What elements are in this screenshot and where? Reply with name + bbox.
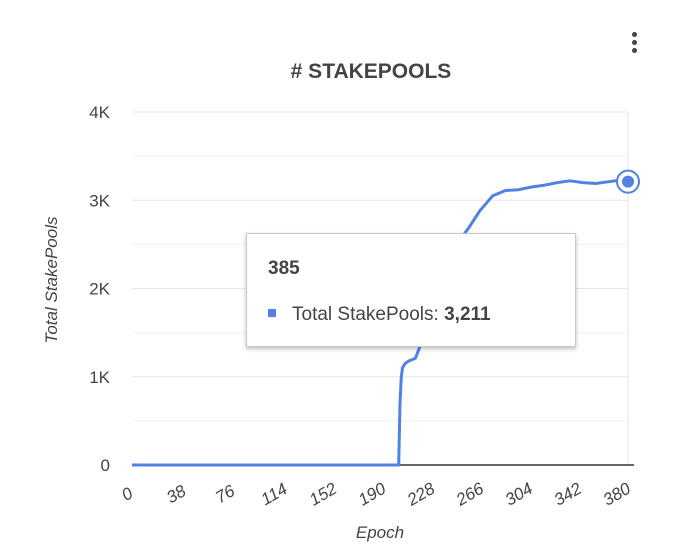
x-tick-label: 38 [163, 481, 189, 507]
y-tick-label: 3K [89, 191, 110, 210]
highlight-point[interactable] [622, 175, 634, 188]
x-tick-label: 304 [502, 479, 536, 510]
x-tick-label: 190 [355, 479, 390, 510]
y-tick-label: 4K [89, 103, 110, 122]
x-tick-label: 114 [258, 479, 291, 509]
x-tick-label: 228 [403, 479, 438, 510]
x-tick-label: 266 [452, 479, 487, 510]
x-axis-tick-labels: 0 38 76 114 152 190 228 266 304 342 380 [118, 479, 634, 510]
tooltip: 385 Total StakePools: 3,211 [246, 233, 576, 347]
x-tick-label: 76 [212, 481, 238, 507]
y-tick-label: 1K [89, 368, 110, 387]
x-tick-label: 152 [306, 479, 341, 510]
x-axis-label: Epoch [356, 523, 404, 542]
y-axis-tick-labels: 0 1K 2K 3K 4K [89, 103, 110, 475]
x-tick-label: 0 [118, 483, 136, 504]
y-axis-label: Total StakePools [42, 216, 61, 343]
y-tick-label: 0 [101, 456, 110, 475]
x-tick-label: 342 [551, 479, 586, 510]
x-tick-label: 380 [600, 479, 635, 510]
tooltip-row: Total StakePools: 3,211 [268, 304, 491, 326]
tooltip-title: 385 [268, 258, 300, 279]
y-tick-label: 2K [89, 280, 110, 299]
tooltip-value: 3,211 [444, 304, 491, 325]
legend-swatch [268, 308, 276, 317]
tooltip-series-label: Total StakePools: [292, 304, 439, 325]
series-line-total-stakepools[interactable] [132, 178, 629, 467]
more-options-button[interactable] [622, 28, 646, 58]
chart-title: # STAKEPOOLS [291, 60, 452, 83]
